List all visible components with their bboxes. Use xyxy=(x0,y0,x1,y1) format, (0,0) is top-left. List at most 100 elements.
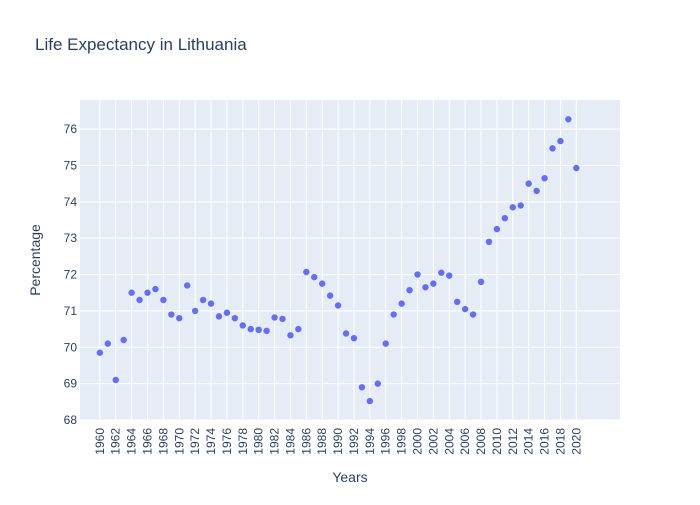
data-point xyxy=(485,238,493,246)
data-point xyxy=(168,311,175,318)
x-tick-label: 1986 xyxy=(299,428,313,455)
x-tick-label: 1974 xyxy=(204,428,218,455)
data-point xyxy=(104,340,111,347)
data-point xyxy=(271,314,278,321)
data-point xyxy=(374,380,381,387)
data-point xyxy=(136,296,143,304)
data-point xyxy=(207,300,215,307)
data-point xyxy=(565,116,572,123)
x-tick-label: 1994 xyxy=(363,428,377,455)
x-tick-label: 1968 xyxy=(156,428,170,455)
x-tick-label: 1988 xyxy=(315,428,329,455)
data-point xyxy=(287,332,294,339)
data-point xyxy=(533,187,540,195)
data-point xyxy=(160,296,167,304)
data-point xyxy=(398,300,405,307)
data-point xyxy=(342,330,350,337)
data-point xyxy=(406,286,413,294)
data-point xyxy=(414,271,421,278)
x-tick-label: 1964 xyxy=(125,428,139,455)
y-tick-label: 76 xyxy=(64,122,78,136)
y-axis-ticks: 68 69 70 71 72 73 74 75 76 xyxy=(64,122,78,427)
data-point xyxy=(128,289,135,296)
data-point xyxy=(549,145,556,152)
y-tick-label: 73 xyxy=(64,231,78,245)
data-point xyxy=(509,204,516,211)
x-tick-label: 1978 xyxy=(236,428,250,455)
x-tick-label: 2016 xyxy=(538,428,552,455)
x-tick-label: 2008 xyxy=(474,428,488,455)
data-point xyxy=(469,311,477,318)
data-point xyxy=(295,325,302,333)
data-point xyxy=(334,302,342,309)
data-point xyxy=(176,314,183,322)
x-tick-label: 1998 xyxy=(395,428,409,455)
x-axis-ticks: 1960 1962 1964 1966 1968 1970 1972 1974 1976 1978… xyxy=(93,428,583,455)
x-tick-label: 1984 xyxy=(283,428,297,455)
data-point xyxy=(255,326,262,334)
data-point xyxy=(215,313,223,320)
data-point xyxy=(446,272,453,279)
y-tick-label: 71 xyxy=(64,304,78,318)
data-point xyxy=(525,180,532,187)
data-points xyxy=(96,116,580,405)
x-tick-label: 2006 xyxy=(458,428,472,455)
y-tick-label: 68 xyxy=(64,413,78,427)
data-point xyxy=(366,397,374,405)
y-tick-label: 74 xyxy=(64,195,78,209)
data-point xyxy=(96,349,104,356)
x-tick-label: 1972 xyxy=(188,428,202,455)
data-point xyxy=(279,315,286,323)
x-tick-label: 1962 xyxy=(109,428,123,455)
gridlines xyxy=(80,100,620,421)
x-tick-label: 2014 xyxy=(522,428,536,455)
data-point xyxy=(382,340,389,347)
y-tick-label: 72 xyxy=(64,268,78,282)
data-point xyxy=(191,307,199,315)
x-tick-label: 1980 xyxy=(252,428,266,455)
x-tick-label: 2004 xyxy=(442,428,456,455)
data-point xyxy=(326,292,334,299)
x-tick-label: 1976 xyxy=(220,428,234,455)
data-point xyxy=(311,273,318,281)
x-tick-label: 1992 xyxy=(347,428,361,455)
data-point xyxy=(319,280,326,287)
data-point xyxy=(422,284,429,291)
data-point xyxy=(223,309,231,316)
data-point xyxy=(199,296,207,304)
y-tick-label: 70 xyxy=(64,340,78,354)
data-point xyxy=(501,214,509,222)
x-tick-label: 1966 xyxy=(141,428,155,455)
x-tick-label: 2000 xyxy=(411,428,425,455)
data-point xyxy=(184,282,191,289)
data-point xyxy=(517,202,524,209)
x-tick-label: 2020 xyxy=(569,428,583,455)
y-tick-label: 69 xyxy=(64,377,78,391)
plot-area xyxy=(80,100,620,420)
x-tick-label: 1960 xyxy=(93,428,107,455)
data-point xyxy=(454,298,461,306)
x-tick-label: 2018 xyxy=(553,428,567,455)
x-tick-label: 1970 xyxy=(172,428,186,455)
x-axis-title: Years xyxy=(332,469,367,485)
x-tick-label: 1990 xyxy=(331,428,345,455)
data-point xyxy=(239,322,246,329)
x-tick-label: 1982 xyxy=(268,428,282,455)
data-point xyxy=(461,305,469,313)
data-point xyxy=(152,285,159,293)
data-point xyxy=(430,280,437,287)
data-point xyxy=(247,325,254,333)
y-axis-title: Percentage xyxy=(27,224,43,296)
x-tick-label: 2012 xyxy=(506,428,520,455)
data-point xyxy=(573,164,580,172)
x-tick-label: 2002 xyxy=(426,428,440,455)
y-tick-label: 75 xyxy=(64,158,78,172)
data-point xyxy=(231,314,239,322)
data-point xyxy=(120,336,127,344)
data-point xyxy=(477,278,485,286)
x-tick-label: 1996 xyxy=(379,428,393,455)
chart-title: Life Expectancy in Lithuania xyxy=(35,35,247,54)
data-point xyxy=(112,376,119,384)
